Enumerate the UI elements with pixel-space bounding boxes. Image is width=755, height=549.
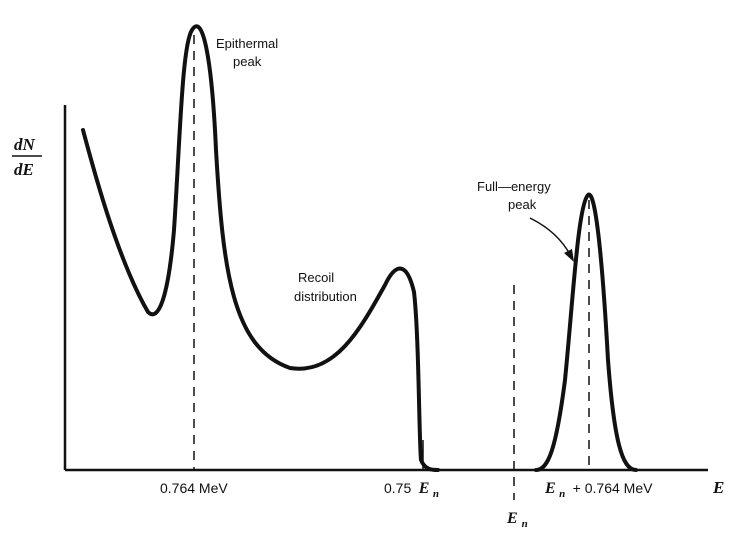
tick-en-sub: n: [522, 518, 528, 530]
tick-full-symbol: E: [544, 480, 556, 497]
full-energy-arrow: [529, 217, 572, 257]
x-axis-label: E: [712, 478, 724, 497]
tick-recoil-sub: n: [433, 488, 439, 500]
recoil-annotation-line2: distribution: [294, 289, 357, 304]
epithermal-annotation-line1: Epithermal: [216, 36, 278, 51]
recoil-annotation-line1: Recoil: [298, 270, 334, 285]
tick-label-en: E n: [506, 510, 528, 530]
tick-recoil-symbol: E: [418, 480, 430, 497]
y-axis-label-numerator: dN: [14, 135, 36, 154]
y-axis-label-denominator: dE: [14, 160, 34, 179]
full-energy-annotation-line1: Full—energy: [477, 179, 551, 194]
tick-label-full-energy: E n + 0.764 MeV: [544, 480, 653, 501]
tick-en-symbol: E: [506, 510, 518, 527]
tick-label-epithermal: 0.764 MeV: [160, 480, 228, 496]
full-energy-peak-curve: [534, 192, 638, 472]
full-energy-annotation-line2: peak: [508, 197, 537, 212]
tick-recoil-prefix: 0.75: [384, 480, 411, 496]
tick-full-sub: n: [559, 488, 565, 500]
full-energy-arrowhead: [564, 249, 574, 262]
spectrum-curve: [81, 24, 440, 472]
y-axis-label: dN dE: [12, 135, 42, 179]
tick-label-recoil-edge: 0.75 E n: [384, 480, 439, 500]
tick-full-suffix: + 0.764 MeV: [569, 480, 653, 496]
epithermal-annotation-line2: peak: [233, 54, 262, 69]
